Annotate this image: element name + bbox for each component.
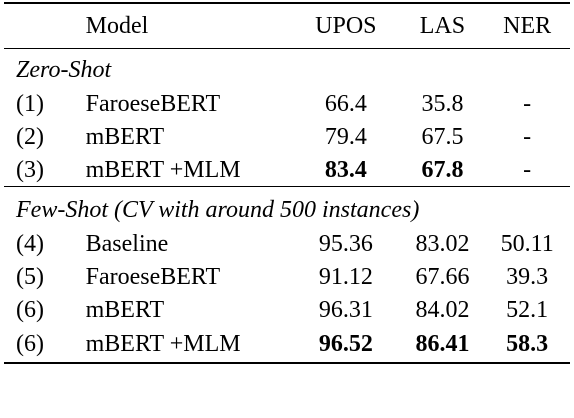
row-las: 67.5 [421,123,464,150]
row-upos: 96.31 [318,296,373,323]
row-upos: 95.36 [318,230,373,257]
row-las: 84.02 [415,296,470,323]
row-index: (1) [16,90,44,117]
row-ner: - [523,90,532,117]
header-row: Model UPOS LAS NER [4,2,570,49]
row-model: mBERT +MLM [85,156,241,183]
row-las: 86.41 [400,326,485,364]
header-index-cell [4,2,80,49]
results-table: Model UPOS LAS NER Zero-Shot (1) Faroese… [4,2,570,364]
row-ner: 50.11 [500,230,554,257]
row-upos: 66.4 [324,90,367,117]
row-index: (2) [16,123,44,150]
table-row: (3) mBERT +MLM 83.4 67.8 - [4,153,570,187]
table-row: (6) mBERT 96.31 84.02 52.1 [4,293,570,326]
section-header-few-shot: Few-Shot (CV with around 500 instances) [4,186,570,227]
table-row: (4) Baseline 95.36 83.02 50.11 [4,227,570,260]
row-model: Baseline [85,230,169,257]
header-las: LAS [400,2,485,49]
header-model: Model [79,2,292,49]
row-model: FaroeseBERT [85,90,221,117]
row-index: (3) [16,156,44,183]
row-las: 83.02 [415,230,470,257]
table-row: (5) FaroeseBERT 91.12 67.66 39.3 [4,260,570,293]
row-ner: 58.3 [484,326,570,364]
row-index: (6) [16,296,44,323]
row-index: (4) [16,230,44,257]
header-upos: UPOS [291,2,401,49]
row-upos: 79.4 [324,123,367,150]
row-model: FaroeseBERT [85,263,221,290]
table-row: (6) mBERT +MLM 96.52 86.41 58.3 [4,326,570,364]
row-upos: 83.4 [324,156,367,183]
row-las: 67.66 [415,263,470,290]
row-ner: 52.1 [506,296,549,323]
row-index: (5) [16,263,44,290]
row-model: mBERT +MLM [79,326,292,364]
section-title: Zero-Shot [16,57,112,83]
section-title: Few-Shot (CV with around 500 instances) [4,186,570,227]
row-index: (6) [4,326,80,364]
header-ner: NER [484,2,570,49]
row-las: 35.8 [421,90,464,117]
row-ner: - [523,156,532,183]
row-upos: 91.12 [318,263,373,290]
row-model: mBERT [85,123,165,150]
row-upos: 96.52 [291,326,401,364]
table-row: (1) FaroeseBERT 66.4 35.8 - [4,87,570,120]
section-header-zero-shot: Zero-Shot [4,49,570,88]
row-ner: 39.3 [506,263,549,290]
row-las: 67.8 [421,156,464,183]
table-row: (2) mBERT 79.4 67.5 - [4,120,570,153]
row-ner: - [523,123,532,150]
row-model: mBERT [85,296,165,323]
